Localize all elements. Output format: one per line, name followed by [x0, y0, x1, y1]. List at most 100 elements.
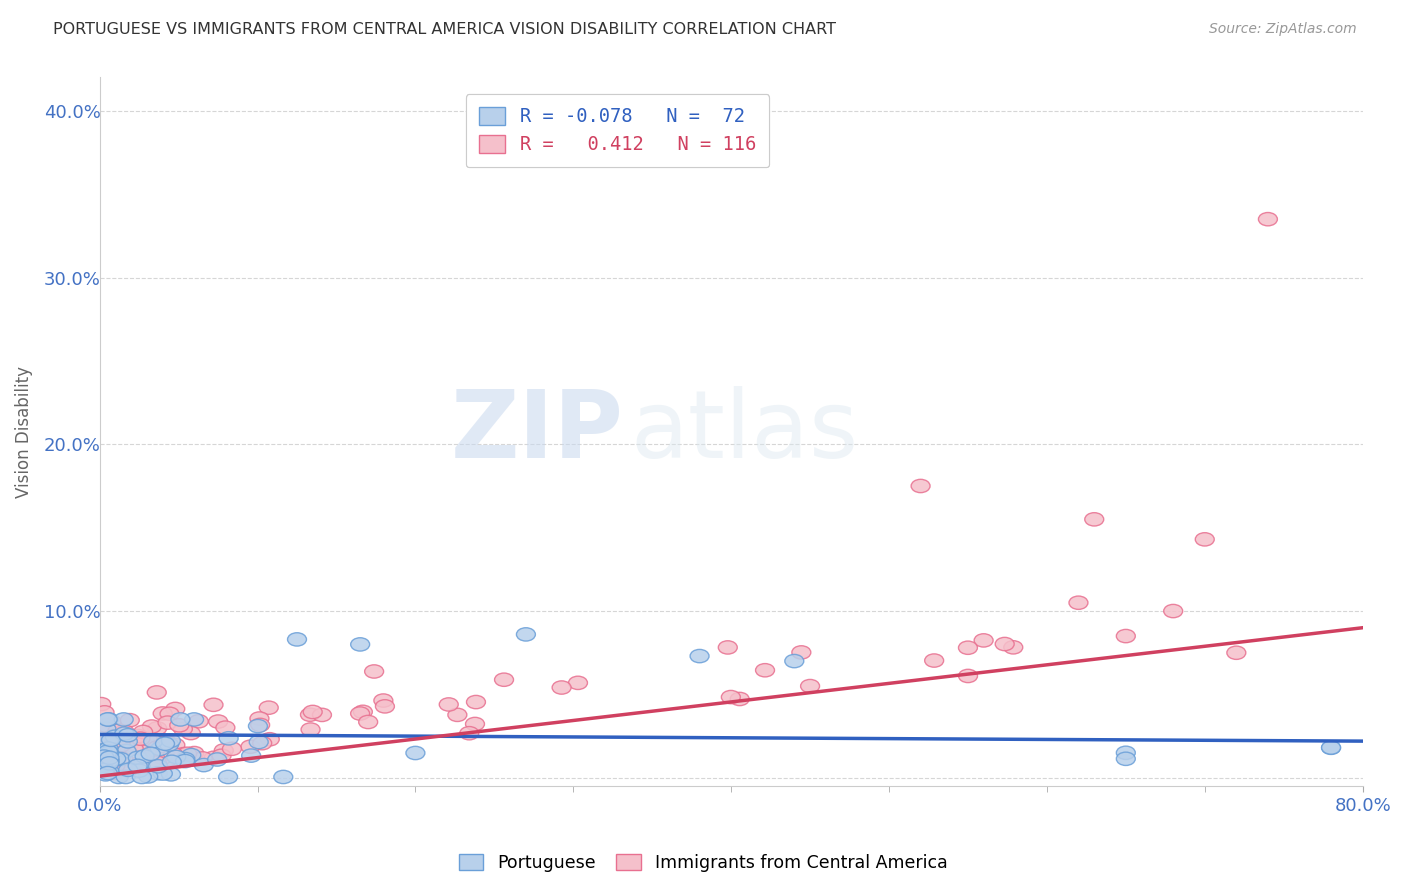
- Ellipse shape: [208, 714, 228, 728]
- Ellipse shape: [100, 713, 118, 726]
- Ellipse shape: [128, 759, 148, 772]
- Text: ZIP: ZIP: [451, 386, 624, 478]
- Ellipse shape: [143, 734, 162, 747]
- Ellipse shape: [149, 760, 167, 773]
- Ellipse shape: [173, 723, 193, 736]
- Ellipse shape: [117, 771, 135, 784]
- Ellipse shape: [160, 707, 179, 721]
- Ellipse shape: [96, 754, 114, 767]
- Legend: Portuguese, Immigrants from Central America: Portuguese, Immigrants from Central Amer…: [451, 847, 955, 879]
- Ellipse shape: [249, 735, 269, 748]
- Ellipse shape: [131, 760, 150, 773]
- Ellipse shape: [132, 771, 152, 784]
- Ellipse shape: [134, 739, 153, 753]
- Text: atlas: atlas: [630, 386, 858, 478]
- Ellipse shape: [117, 744, 136, 757]
- Ellipse shape: [157, 716, 177, 730]
- Text: PORTUGUESE VS IMMIGRANTS FROM CENTRAL AMERICA VISION DISABILITY CORRELATION CHAR: PORTUGUESE VS IMMIGRANTS FROM CENTRAL AM…: [53, 22, 837, 37]
- Ellipse shape: [218, 771, 238, 784]
- Ellipse shape: [153, 751, 172, 764]
- Ellipse shape: [103, 715, 121, 729]
- Ellipse shape: [148, 756, 166, 769]
- Ellipse shape: [166, 739, 184, 752]
- Ellipse shape: [96, 750, 115, 764]
- Ellipse shape: [97, 739, 115, 753]
- Ellipse shape: [111, 752, 129, 765]
- Ellipse shape: [792, 646, 811, 659]
- Ellipse shape: [177, 747, 197, 760]
- Ellipse shape: [97, 735, 117, 748]
- Ellipse shape: [959, 641, 977, 655]
- Ellipse shape: [301, 708, 319, 722]
- Ellipse shape: [139, 770, 157, 783]
- Ellipse shape: [718, 640, 737, 654]
- Ellipse shape: [129, 764, 149, 777]
- Ellipse shape: [353, 706, 373, 718]
- Ellipse shape: [96, 768, 115, 781]
- Ellipse shape: [114, 752, 132, 765]
- Ellipse shape: [153, 767, 173, 780]
- Ellipse shape: [495, 673, 513, 686]
- Ellipse shape: [114, 713, 134, 726]
- Ellipse shape: [194, 758, 214, 772]
- Ellipse shape: [146, 746, 165, 759]
- Ellipse shape: [91, 735, 111, 748]
- Ellipse shape: [222, 742, 242, 756]
- Ellipse shape: [911, 479, 929, 492]
- Ellipse shape: [204, 698, 224, 712]
- Ellipse shape: [143, 735, 163, 747]
- Ellipse shape: [148, 686, 166, 699]
- Ellipse shape: [142, 720, 162, 733]
- Ellipse shape: [301, 723, 321, 736]
- Ellipse shape: [103, 734, 121, 747]
- Ellipse shape: [1322, 741, 1340, 755]
- Ellipse shape: [105, 759, 125, 772]
- Ellipse shape: [1116, 746, 1135, 759]
- Ellipse shape: [105, 730, 124, 743]
- Ellipse shape: [1322, 741, 1340, 755]
- Ellipse shape: [118, 735, 138, 748]
- Ellipse shape: [1116, 752, 1135, 765]
- Ellipse shape: [170, 719, 188, 732]
- Ellipse shape: [925, 654, 943, 667]
- Ellipse shape: [181, 748, 201, 762]
- Ellipse shape: [148, 722, 167, 735]
- Ellipse shape: [98, 713, 117, 726]
- Ellipse shape: [212, 749, 231, 763]
- Ellipse shape: [100, 756, 120, 770]
- Ellipse shape: [166, 702, 184, 715]
- Ellipse shape: [159, 753, 179, 766]
- Ellipse shape: [374, 694, 392, 707]
- Ellipse shape: [100, 765, 120, 779]
- Ellipse shape: [364, 665, 384, 678]
- Ellipse shape: [96, 764, 114, 776]
- Ellipse shape: [1085, 513, 1104, 526]
- Ellipse shape: [721, 690, 741, 704]
- Y-axis label: Vision Disability: Vision Disability: [15, 366, 32, 498]
- Ellipse shape: [120, 739, 138, 752]
- Ellipse shape: [121, 714, 139, 727]
- Ellipse shape: [134, 725, 153, 739]
- Ellipse shape: [94, 750, 114, 764]
- Ellipse shape: [785, 655, 804, 668]
- Legend: R = -0.078   N =  72, R =   0.412   N = 116: R = -0.078 N = 72, R = 0.412 N = 116: [465, 94, 769, 168]
- Ellipse shape: [162, 756, 181, 769]
- Ellipse shape: [98, 742, 118, 756]
- Ellipse shape: [115, 727, 134, 740]
- Ellipse shape: [260, 732, 280, 746]
- Ellipse shape: [249, 720, 267, 732]
- Ellipse shape: [190, 714, 208, 728]
- Ellipse shape: [128, 751, 148, 764]
- Ellipse shape: [253, 737, 271, 750]
- Ellipse shape: [974, 633, 993, 647]
- Ellipse shape: [176, 753, 195, 766]
- Ellipse shape: [553, 681, 571, 694]
- Ellipse shape: [172, 713, 190, 726]
- Ellipse shape: [467, 696, 485, 709]
- Ellipse shape: [995, 638, 1014, 650]
- Ellipse shape: [156, 736, 176, 749]
- Ellipse shape: [153, 706, 172, 720]
- Ellipse shape: [1004, 640, 1022, 654]
- Ellipse shape: [162, 768, 180, 781]
- Ellipse shape: [350, 706, 370, 720]
